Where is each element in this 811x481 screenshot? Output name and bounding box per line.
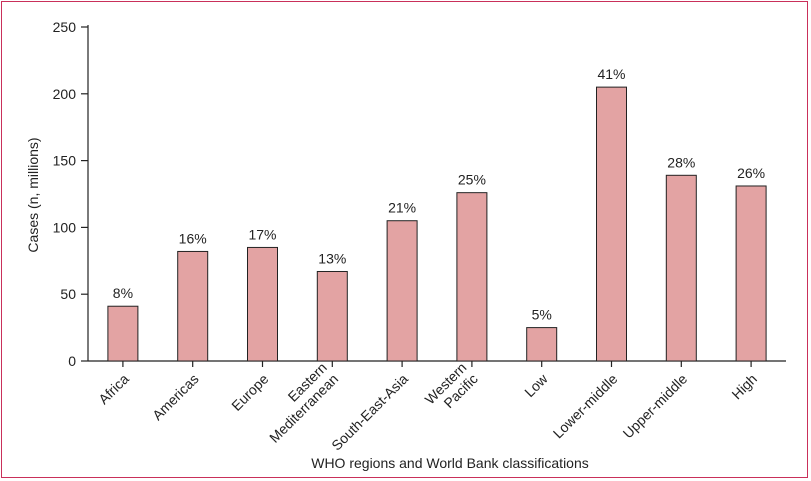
data-label: 16% <box>179 230 207 246</box>
x-tick-label-line: High <box>728 371 760 403</box>
x-tick-label: Lower-middle <box>550 370 621 441</box>
x-tick-label-line: Upper-middle <box>620 370 691 441</box>
data-label: 13% <box>318 250 346 266</box>
bar-high <box>736 186 766 361</box>
y-axis-label: Cases (n, millions) <box>25 137 41 252</box>
x-tick-label-line: Africa <box>95 370 132 407</box>
x-tick-label: Low <box>521 370 551 400</box>
x-tick-label: Americas <box>149 371 202 424</box>
data-label: 17% <box>248 226 276 242</box>
bar-western-pacific <box>457 193 487 361</box>
y-tick-label: 50 <box>60 286 76 302</box>
x-tick-label: South-East-Asia <box>328 370 411 453</box>
x-tick-label-line: Europe <box>228 370 271 413</box>
bar-upper-middle <box>666 175 696 361</box>
x-tick-labels: Africa Americas Europe EasternMediterranean… <box>95 359 760 453</box>
bar-low <box>527 328 557 361</box>
bar-south-east-asia <box>387 221 417 361</box>
data-label: 5% <box>532 307 552 323</box>
bar-eastern-mediterranean <box>317 271 347 361</box>
x-tick-label-line: Low <box>521 370 551 400</box>
x-tick-label-line: Lower-middle <box>550 370 621 441</box>
data-label: 8% <box>113 285 133 301</box>
bars <box>108 87 766 361</box>
x-tick-label: High <box>728 371 760 403</box>
bar-europe <box>248 247 278 361</box>
bar-lower-middle <box>597 87 627 361</box>
data-label: 25% <box>458 172 486 188</box>
y-tick-label: 150 <box>53 153 77 169</box>
y-tick-labels: 0 50 100 150 200 250 <box>53 19 77 369</box>
x-axis-label: WHO regions and World Bank classificatio… <box>311 455 589 471</box>
bar-americas <box>178 251 208 361</box>
data-label: 41% <box>597 66 625 82</box>
y-tick-label: 200 <box>53 86 77 102</box>
data-label: 28% <box>667 154 695 170</box>
x-tick-label-line: South-East-Asia <box>328 370 411 453</box>
y-tick-label: 250 <box>53 19 77 35</box>
data-label: 26% <box>737 165 765 181</box>
y-tick-label: 0 <box>68 353 76 369</box>
data-label: 21% <box>388 200 416 216</box>
y-tick-label: 100 <box>53 219 77 235</box>
bar-africa <box>108 306 138 361</box>
x-tick-label: Upper-middle <box>620 370 691 441</box>
x-tick-label-line: Americas <box>149 371 202 424</box>
x-tick-label: Europe <box>228 370 271 413</box>
x-tick-label: Africa <box>95 370 132 407</box>
